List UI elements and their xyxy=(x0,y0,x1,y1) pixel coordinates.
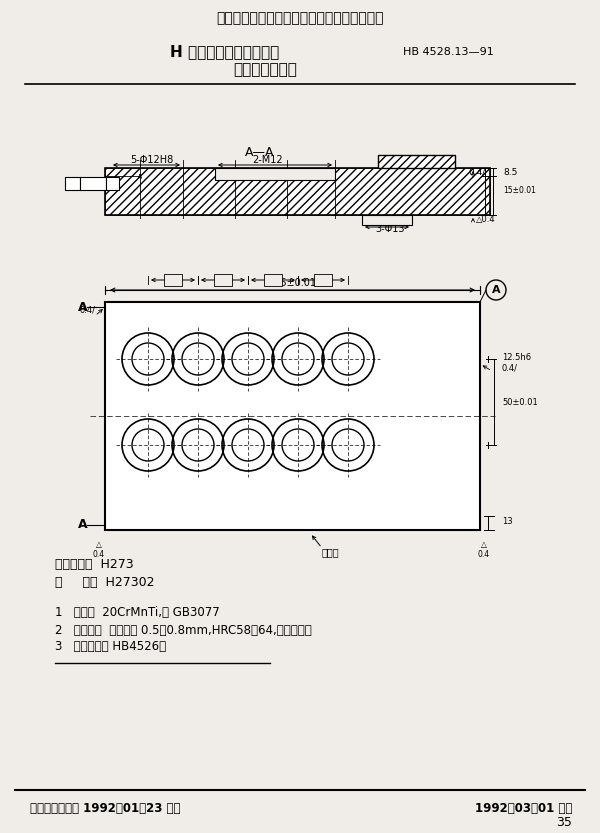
Text: ⊕: ⊕ xyxy=(68,178,77,188)
Text: 中华人民共和国航空航天工业部航空工业标准: 中华人民共和国航空航天工业部航空工业标准 xyxy=(216,11,384,25)
Bar xyxy=(105,302,480,530)
Text: 25: 25 xyxy=(317,275,329,285)
Bar xyxy=(105,168,490,215)
Bar xyxy=(215,168,335,180)
Text: 2   热处理：  渗碳深度 0.5～0.8mm,HRC58～64,人工时效。: 2 热处理： 渗碳深度 0.5～0.8mm,HRC58～64,人工时效。 xyxy=(55,623,312,636)
Text: 125±0.01: 125±0.01 xyxy=(269,278,317,288)
Text: A: A xyxy=(78,518,88,531)
Text: A: A xyxy=(78,301,88,313)
Text: △
0.4: △ 0.4 xyxy=(478,540,490,560)
Bar xyxy=(164,274,182,286)
Text: 50±0.01: 50±0.01 xyxy=(502,397,538,407)
Text: 35: 35 xyxy=(556,816,572,829)
Text: 2-M12: 2-M12 xyxy=(253,155,283,165)
Text: 0.4/: 0.4/ xyxy=(502,363,518,372)
Text: △0.4: △0.4 xyxy=(476,215,496,223)
Bar xyxy=(362,215,412,225)
Bar xyxy=(314,274,332,286)
Text: 1   材料：  20CrMnTi,按 GB3077: 1 材料： 20CrMnTi,按 GB3077 xyxy=(55,606,220,620)
Text: 3   技术条件按 HB4526。: 3 技术条件按 HB4526。 xyxy=(55,641,166,654)
Text: 3-Φ19: 3-Φ19 xyxy=(387,155,417,165)
Bar xyxy=(105,168,490,215)
Text: 25: 25 xyxy=(167,275,179,285)
Bar xyxy=(264,274,282,286)
Text: 1992－03－01 实施: 1992－03－01 实施 xyxy=(475,801,572,815)
Text: 标刻处: 标刻处 xyxy=(321,547,339,557)
Text: 3-Φ13: 3-Φ13 xyxy=(375,224,405,234)
Text: 8.5: 8.5 xyxy=(503,167,517,177)
Text: 双半组孔变换板: 双半组孔变换板 xyxy=(233,62,297,77)
Text: 0.4/: 0.4/ xyxy=(79,306,95,315)
Text: 0.4/: 0.4/ xyxy=(469,167,485,177)
Text: 航空航天工业部 1992－01－23 发布: 航空航天工业部 1992－01－23 发布 xyxy=(30,801,181,815)
Text: △
0.4: △ 0.4 xyxy=(93,540,105,560)
Text: H 型孔系组合夹具基础件: H 型孔系组合夹具基础件 xyxy=(170,44,280,59)
Text: 0.01: 0.01 xyxy=(83,178,103,187)
Bar xyxy=(378,155,455,168)
Bar xyxy=(65,177,80,189)
Text: 12.5h6: 12.5h6 xyxy=(502,352,531,362)
Text: A: A xyxy=(491,285,500,295)
Bar xyxy=(378,155,455,168)
Text: 5-Φ12H8: 5-Φ12H8 xyxy=(130,155,173,165)
Text: A—A: A—A xyxy=(245,146,275,158)
Text: A: A xyxy=(109,178,116,188)
Text: 分类代号：  H273: 分类代号： H273 xyxy=(55,558,134,571)
Bar xyxy=(106,177,119,189)
Bar xyxy=(80,177,106,189)
Text: HB 4528.13—91: HB 4528.13—91 xyxy=(403,47,493,57)
Text: 25: 25 xyxy=(217,275,229,285)
Text: 15±0.01: 15±0.01 xyxy=(503,186,536,194)
Bar xyxy=(214,274,232,286)
Text: 标     记：  H27302: 标 记： H27302 xyxy=(55,576,155,590)
Text: 13: 13 xyxy=(502,517,512,526)
Text: 25: 25 xyxy=(267,275,279,285)
